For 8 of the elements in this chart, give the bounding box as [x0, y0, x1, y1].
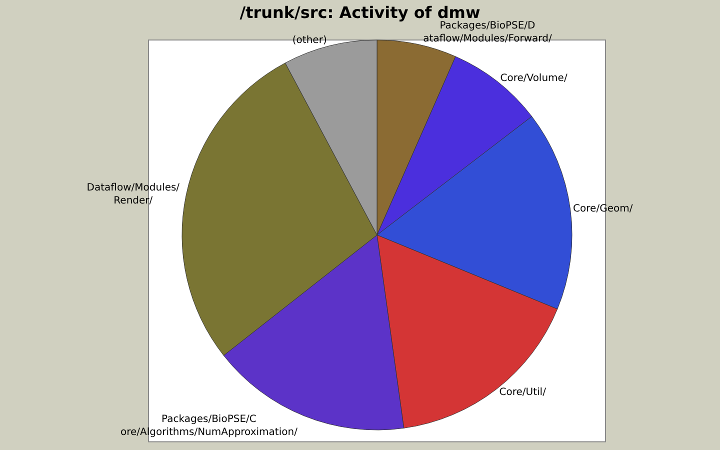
slice-label: Dataflow/Modules/ Render/: [86, 182, 180, 206]
slice-label: (other): [292, 35, 327, 46]
slice-label: Core/Geom/: [573, 204, 634, 215]
slice-label: Packages/BioPSE/D ataflow/Modules/Forward/: [423, 20, 552, 45]
slice-label: Core/Util/: [499, 387, 547, 398]
slice-label: Core/Volume/: [500, 72, 568, 84]
chart-title: /trunk/src: Activity of dmw: [240, 2, 480, 22]
slice-label: Packages/BioPSE/C ore/Algorithms/NumApproximation/: [120, 414, 298, 438]
